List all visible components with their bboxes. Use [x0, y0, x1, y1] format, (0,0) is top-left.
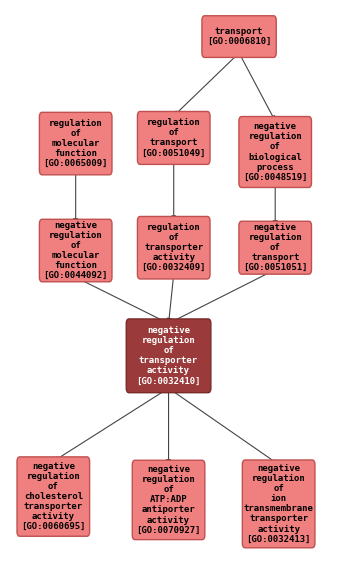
FancyBboxPatch shape [137, 111, 210, 164]
Text: negative
regulation
of
biological
process
[GO:0048519]: negative regulation of biological proces… [243, 122, 308, 182]
FancyBboxPatch shape [242, 460, 315, 548]
Text: negative
regulation
of
ATP:ADP
antiporter
activity
[GO:0070927]: negative regulation of ATP:ADP antiporte… [136, 465, 201, 535]
Text: regulation
of
transport
[GO:0051049]: regulation of transport [GO:0051049] [141, 118, 206, 158]
FancyBboxPatch shape [202, 16, 276, 57]
Text: negative
regulation
of
ion
transmembrane
transporter
activity
[GO:0032413]: negative regulation of ion transmembrane… [244, 464, 314, 543]
FancyBboxPatch shape [17, 457, 89, 536]
FancyBboxPatch shape [126, 319, 211, 393]
Text: negative
regulation
of
molecular
function
[GO:0044092]: negative regulation of molecular functio… [43, 221, 108, 280]
FancyBboxPatch shape [239, 221, 311, 274]
Text: transport
[GO:0006810]: transport [GO:0006810] [207, 27, 271, 46]
Text: regulation
of
molecular
function
[GO:0065009]: regulation of molecular function [GO:006… [43, 119, 108, 168]
Text: regulation
of
transporter
activity
[GO:0032409]: regulation of transporter activity [GO:0… [141, 223, 206, 272]
FancyBboxPatch shape [132, 461, 205, 539]
Text: negative
regulation
of
cholesterol
transporter
activity
[GO:0060695]: negative regulation of cholesterol trans… [21, 462, 86, 531]
FancyBboxPatch shape [39, 219, 112, 282]
FancyBboxPatch shape [137, 216, 210, 279]
FancyBboxPatch shape [39, 113, 112, 175]
Text: negative
regulation
of
transporter
activity
[GO:0032410]: negative regulation of transporter activ… [136, 326, 201, 386]
FancyBboxPatch shape [239, 117, 311, 187]
Text: negative
regulation
of
transport
[GO:0051051]: negative regulation of transport [GO:005… [243, 223, 308, 272]
